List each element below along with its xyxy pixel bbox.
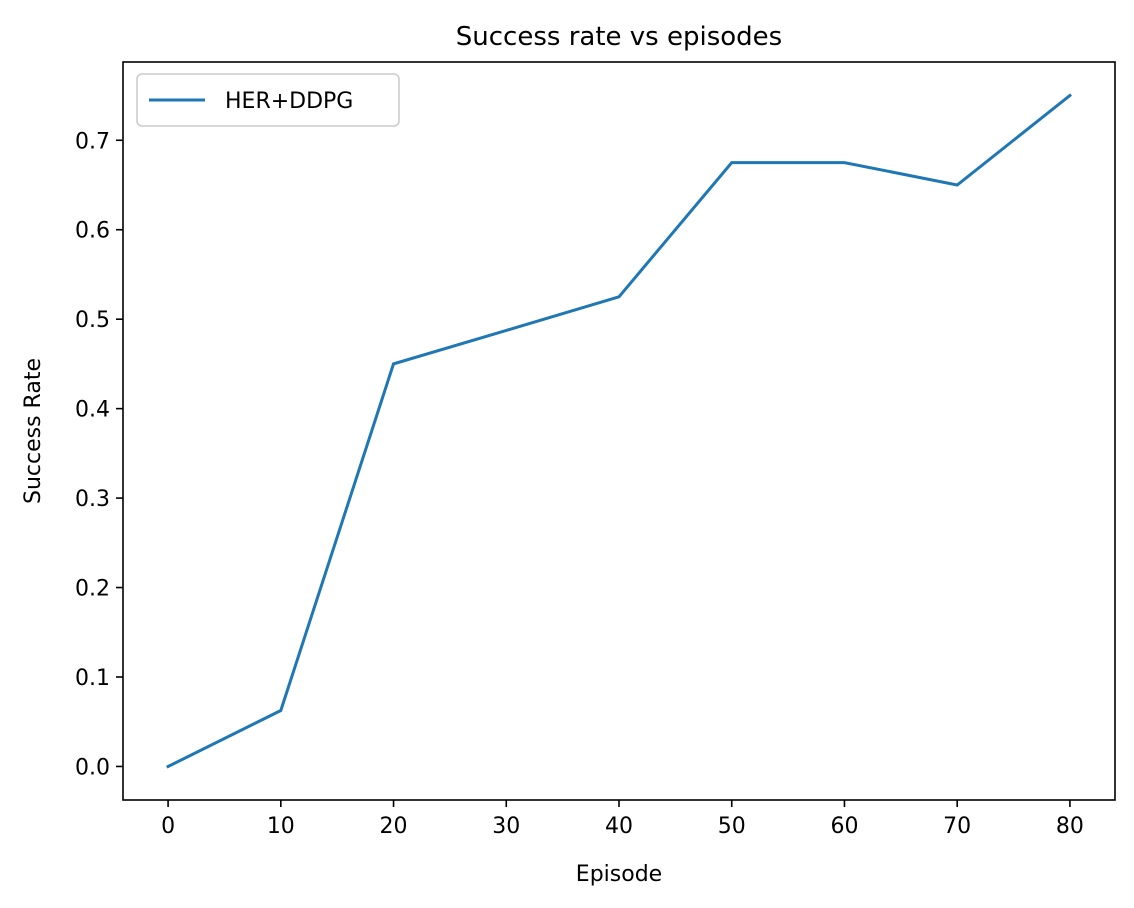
y-tick-label: 0.4 [75, 398, 110, 423]
x-tick-label: 50 [718, 814, 746, 839]
legend-box [136, 73, 400, 127]
y-axis: 0.0 0.1 0.2 0.3 0.4 0.5 0.6 0.7 [75, 129, 123, 780]
y-axis-label: Success Rate [21, 358, 46, 504]
y-tick-label: 0.0 [75, 755, 110, 780]
data-point [1068, 94, 1071, 97]
plot-area [166, 93, 1073, 769]
y-tick-label: 0.5 [75, 308, 110, 333]
data-point [730, 161, 733, 164]
data-point [843, 161, 846, 164]
y-tick-label: 0.7 [75, 129, 110, 154]
y-tick-label: 0.1 [75, 666, 110, 691]
data-point [392, 362, 395, 365]
legend-label: HER+DDPG [225, 89, 353, 114]
x-tick-label: 80 [1056, 814, 1084, 839]
x-axis-label: Episode [576, 862, 662, 887]
data-point [167, 765, 170, 768]
x-tick-label: 40 [605, 814, 633, 839]
data-point [956, 184, 959, 187]
x-tick-label: 10 [267, 814, 295, 839]
x-tick-label: 0 [161, 814, 175, 839]
x-tick-label: 30 [492, 814, 520, 839]
data-point [279, 709, 282, 712]
x-axis: 0 10 20 30 40 50 60 70 80 [161, 800, 1084, 839]
y-tick-label: 0.3 [75, 487, 110, 512]
data-point [618, 295, 621, 298]
chart-title: Success rate vs episodes [456, 22, 782, 52]
x-tick-label: 70 [943, 814, 971, 839]
x-tick-label: 60 [830, 814, 858, 839]
series-line-0 [166, 93, 1073, 769]
y-tick-label: 0.2 [75, 577, 110, 602]
y-tick-label: 0.6 [75, 219, 110, 244]
legend: HER+DDPG [136, 73, 400, 127]
data-point [505, 329, 508, 332]
x-tick-label: 20 [380, 814, 408, 839]
